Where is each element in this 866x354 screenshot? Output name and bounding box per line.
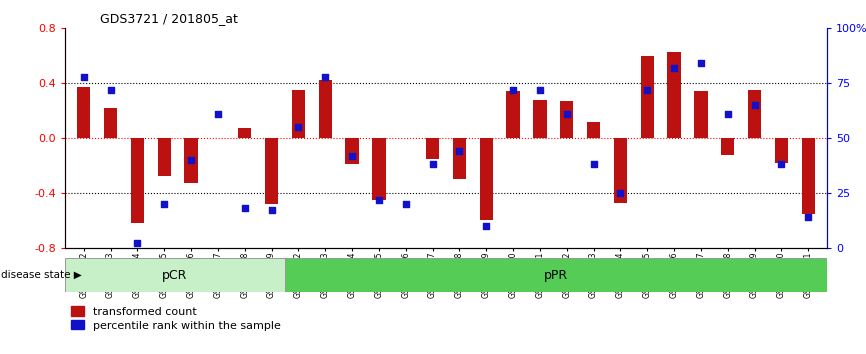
Legend: transformed count, percentile rank within the sample: transformed count, percentile rank withi… [70, 307, 281, 331]
Bar [480, 138, 493, 220]
Point [158, 201, 171, 207]
Bar [238, 129, 251, 138]
Bar [802, 138, 815, 213]
Bar [775, 138, 788, 163]
Bar [748, 90, 761, 138]
Point [265, 208, 279, 213]
Point [184, 157, 198, 163]
Point [238, 205, 252, 211]
Bar [560, 101, 573, 138]
Text: pPR: pPR [544, 269, 568, 282]
Bar [426, 138, 439, 159]
Text: pCR: pCR [162, 269, 188, 282]
Bar [65, 258, 285, 292]
Bar [104, 108, 117, 138]
Bar [507, 91, 520, 138]
Point [372, 197, 386, 202]
Bar [184, 138, 197, 183]
Bar [285, 258, 827, 292]
Bar [614, 138, 627, 202]
Point [586, 161, 600, 167]
Bar [453, 138, 466, 179]
Point [399, 201, 413, 207]
Bar [533, 99, 546, 138]
Point [77, 74, 91, 79]
Point [801, 214, 815, 220]
Point [774, 161, 788, 167]
Text: disease state ▶: disease state ▶ [1, 270, 81, 280]
Bar [695, 91, 708, 138]
Point [292, 124, 306, 130]
Bar [587, 121, 600, 138]
Text: GDS3721 / 201805_at: GDS3721 / 201805_at [100, 12, 237, 25]
Bar [641, 56, 654, 138]
Point [667, 65, 681, 71]
Point [211, 111, 225, 117]
Point [694, 61, 708, 66]
Point [346, 153, 359, 159]
Point [426, 161, 440, 167]
Bar [319, 80, 332, 138]
Bar [668, 52, 681, 138]
Point [506, 87, 520, 93]
Point [479, 223, 493, 229]
Point [533, 87, 546, 93]
Point [319, 74, 333, 79]
Point [104, 87, 118, 93]
Point [613, 190, 627, 196]
Bar [721, 138, 734, 154]
Bar [77, 87, 90, 138]
Bar [372, 138, 385, 200]
Bar [292, 90, 305, 138]
Point [452, 148, 466, 154]
Point [640, 87, 654, 93]
Point [747, 102, 761, 108]
Bar [158, 138, 171, 176]
Point [131, 241, 145, 246]
Bar [265, 138, 278, 204]
Point [559, 111, 573, 117]
Bar [131, 138, 144, 223]
Bar [346, 138, 359, 164]
Point [721, 111, 734, 117]
